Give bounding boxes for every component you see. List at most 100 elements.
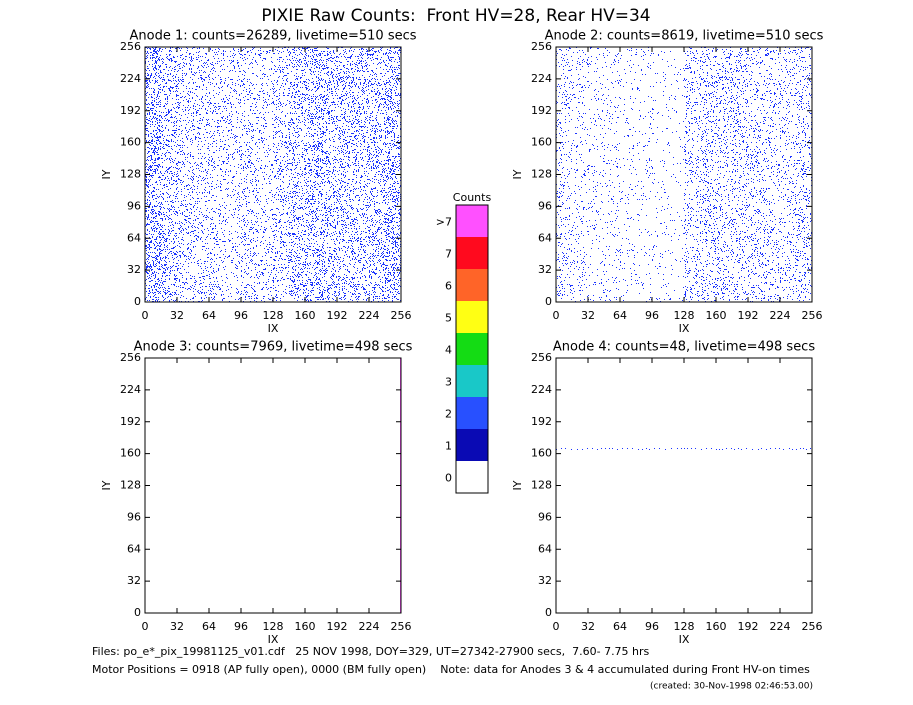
y-tick-label: 128: [531, 479, 552, 492]
y-tick-label: 0: [134, 295, 141, 308]
x-tick-label: 224: [770, 309, 791, 322]
count-dots: [684, 47, 700, 302]
colorbar-box: [456, 429, 488, 461]
colorbar-box: [456, 205, 488, 237]
count-dots: [305, 47, 321, 302]
y-tick-label: 224: [531, 72, 552, 85]
y-tick-label: 160: [531, 447, 552, 460]
x-tick-label: 160: [295, 309, 316, 322]
x-tick-label: 96: [645, 309, 659, 322]
count-dots: [700, 47, 716, 302]
colorbar-frame: [455, 204, 489, 494]
count-dots: [572, 47, 588, 302]
x-tick-label: 256: [391, 309, 412, 322]
y-tick-label: 224: [531, 383, 552, 396]
count-dots: [177, 47, 193, 302]
x-tick-label: 64: [202, 309, 216, 322]
x-tick-label: 128: [263, 620, 284, 633]
y-tick-label: 192: [120, 104, 141, 117]
count-dots: [273, 47, 289, 301]
y-axis-label: IY: [511, 169, 524, 179]
count-dots: [209, 48, 225, 301]
colorbar-label: 5: [445, 312, 452, 325]
footer-motor: Motor Positions = 0918 (AP fully open), …: [92, 663, 810, 676]
y-tick-label: 0: [134, 606, 141, 619]
y-tick-label: 160: [120, 136, 141, 149]
x-tick-label: 96: [234, 620, 248, 633]
count-dots: [668, 51, 684, 301]
x-tick-label: 32: [170, 309, 184, 322]
y-tick-label: 160: [531, 136, 552, 149]
y-tick-label: 0: [545, 606, 552, 619]
y-tick-label: 64: [127, 542, 141, 555]
y-tick-label: 64: [538, 542, 552, 555]
x-tick-label: 224: [359, 309, 380, 322]
count-dots: [748, 47, 764, 302]
count-dots: [353, 48, 369, 302]
x-axis-label: IX: [679, 633, 690, 646]
x-tick-label: 256: [802, 309, 823, 322]
colorbar-box: [456, 269, 488, 301]
panel: Anode 3: counts=7969, livetime=498 secs 0…: [100, 340, 413, 647]
y-tick-label: 224: [120, 383, 141, 396]
count-dots: [193, 47, 209, 302]
y-tick-label: 256: [120, 351, 141, 364]
x-tick-label: 192: [327, 309, 348, 322]
count-dots: [321, 47, 337, 302]
y-tick-label: 192: [531, 415, 552, 428]
x-tick-label: 192: [738, 620, 759, 633]
count-dots: [780, 47, 796, 300]
count-dots: [588, 47, 604, 301]
y-tick-label: 32: [538, 574, 552, 587]
footer-created: (created: 30-Nov-1998 02:46:53.00): [650, 682, 813, 692]
x-tick-label: 0: [142, 309, 149, 322]
x-axis-label: IX: [268, 322, 279, 335]
x-tick-label: 32: [170, 620, 184, 633]
x-axis-label: IX: [268, 633, 279, 646]
y-tick-label: 64: [538, 231, 552, 244]
panel-title: Anode 4: counts=48, livetime=498 secs: [553, 340, 815, 355]
colorbar-label: 2: [445, 408, 452, 421]
count-dots: [604, 48, 620, 301]
panel-title: Anode 2: counts=8619, livetime=510 secs: [545, 29, 824, 44]
x-tick-label: 192: [738, 309, 759, 322]
y-tick-label: 224: [120, 72, 141, 85]
x-tick-label: 224: [359, 620, 380, 633]
y-tick-label: 256: [120, 40, 141, 53]
colorbar-label: 1: [445, 440, 452, 453]
panel-title: Anode 1: counts=26289, livetime=510 secs: [129, 29, 416, 44]
y-tick-label: 128: [120, 479, 141, 492]
y-axis-label: IY: [100, 480, 113, 490]
colorbar-title: Counts: [453, 191, 492, 204]
colorbar-box: [456, 301, 488, 333]
count-dots: [337, 47, 353, 302]
count-dots: [556, 47, 572, 300]
x-tick-label: 64: [613, 620, 627, 633]
panel-title: Anode 3: counts=7969, livetime=498 secs: [134, 340, 413, 355]
panel: Anode 4: counts=48, livetime=498 secs 0 32…: [511, 340, 823, 647]
x-tick-label: 32: [581, 620, 595, 633]
colorbar-label: >7: [436, 216, 452, 229]
x-tick-label: 160: [706, 620, 727, 633]
page-title: PIXIE Raw Counts: Front HV=28, Rear HV=3…: [261, 6, 650, 26]
count-dots: [716, 47, 732, 301]
x-tick-label: 192: [327, 620, 348, 633]
count-dots: [369, 47, 385, 302]
y-tick-label: 256: [531, 40, 552, 53]
x-tick-label: 32: [581, 309, 595, 322]
x-tick-label: 160: [706, 309, 727, 322]
colorbar-label: 3: [445, 376, 452, 389]
y-tick-label: 0: [545, 295, 552, 308]
colorbar-box: [456, 237, 488, 269]
x-tick-label: 64: [202, 620, 216, 633]
count-dots: [289, 47, 305, 301]
y-tick-label: 64: [127, 231, 141, 244]
y-tick-label: 32: [127, 574, 141, 587]
y-tick-label: 32: [127, 263, 141, 276]
y-tick-label: 192: [531, 104, 552, 117]
x-axis-label: IX: [679, 322, 690, 335]
x-tick-label: 256: [802, 620, 823, 633]
x-tick-label: 224: [770, 620, 791, 633]
colorbar-label: 4: [445, 344, 452, 357]
